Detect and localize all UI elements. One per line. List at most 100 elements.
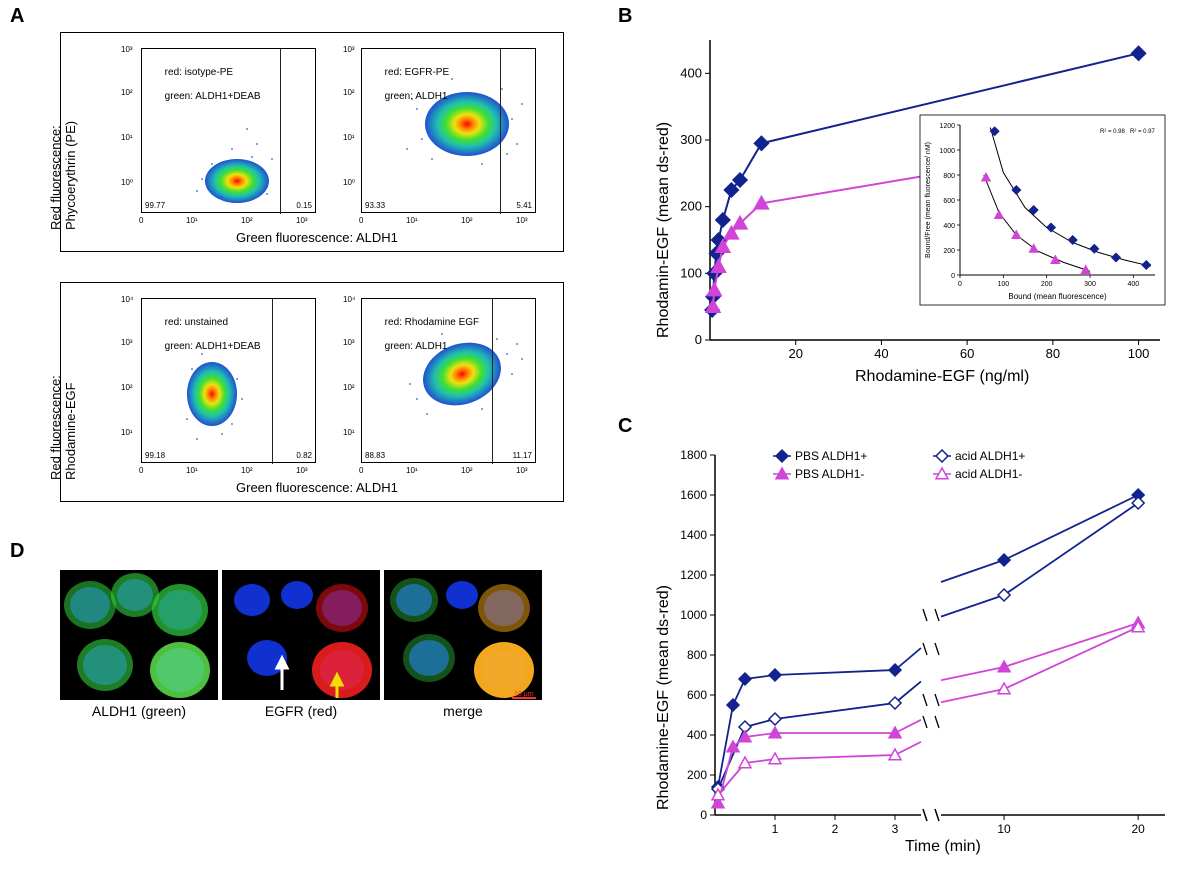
gate-pct: 11.17: [513, 451, 532, 460]
gate-pct: 99.77: [145, 201, 165, 210]
plot-label: red: isotype-PE: [165, 67, 233, 78]
x-axis-label: Green fluorescence: ALDH1: [236, 480, 398, 495]
svg-text:1600: 1600: [680, 488, 707, 502]
x-tick: 10³: [516, 466, 528, 475]
svg-text:20: 20: [788, 346, 802, 361]
svg-text:PBS ALDH1-: PBS ALDH1-: [795, 467, 864, 481]
x-tick: 0: [139, 466, 143, 475]
y-tick: 10²: [121, 88, 133, 97]
x-tick: 10²: [461, 466, 473, 475]
flow-box-bottom: red: unstained green: ALDH1+DEAB 99.18 0…: [60, 282, 564, 502]
y-axis-label-top: Red fluorescence: Phycoerythrin (PE): [48, 121, 78, 230]
svg-text:R² = 0.98: R² = 0.98: [1100, 129, 1126, 135]
y-tick: 10¹: [121, 428, 133, 437]
svg-text:10: 10: [997, 822, 1011, 836]
flow-plot-bot-right: red: Rhodamine EGF green: ALDH1 88.83 11…: [361, 298, 536, 463]
y-tick: 10¹: [343, 133, 355, 142]
x-tick: 10³: [296, 216, 308, 225]
svg-text:600: 600: [687, 688, 707, 702]
x-tick: 10¹: [406, 216, 418, 225]
svg-text:0: 0: [951, 273, 955, 280]
y-tick: 10³: [121, 45, 133, 54]
gate-pct: 93.33: [365, 201, 385, 210]
flow-box-top: red: isotype-PE green: ALDH1+DEAB 99.77 …: [60, 32, 564, 252]
flow-plot-bot-left: red: unstained green: ALDH1+DEAB 99.18 0…: [141, 298, 316, 463]
svg-text:300: 300: [1084, 281, 1096, 288]
plot-label: green: ALDH1: [385, 91, 448, 102]
y-tick: 10³: [343, 45, 355, 54]
svg-text:3: 3: [892, 822, 899, 836]
svg-text:200: 200: [680, 199, 702, 214]
svg-text:1200: 1200: [680, 568, 707, 582]
flow-plot-top-left: red: isotype-PE green: ALDH1+DEAB 99.77 …: [141, 48, 316, 213]
plot-label: red: unstained: [165, 317, 228, 328]
svg-text:100: 100: [997, 281, 1009, 288]
cell-image-icon: [222, 570, 380, 700]
svg-text:80: 80: [1046, 346, 1060, 361]
svg-text:400: 400: [687, 728, 707, 742]
svg-text:PBS ALDH1+: PBS ALDH1+: [795, 449, 867, 463]
x-tick: 10²: [241, 216, 253, 225]
svg-text:acid ALDH1+: acid ALDH1+: [955, 449, 1025, 463]
svg-text:400: 400: [680, 65, 702, 80]
svg-text:0: 0: [958, 281, 962, 288]
gate-pct: 0.15: [296, 201, 312, 210]
y-tick: 10⁰: [343, 178, 355, 187]
chart-b: 0100200300400204060801000200400600800100…: [655, 30, 1175, 390]
gate-pct: 99.18: [145, 451, 165, 460]
plot-label: red: Rhodamine EGF: [385, 317, 480, 328]
svg-text:0: 0: [695, 332, 702, 347]
svg-text:Bound/Free (mean fluorescence/: Bound/Free (mean fluorescence/ nM): [925, 142, 932, 258]
micro-egfr: [222, 570, 380, 700]
svg-text:1400: 1400: [680, 528, 707, 542]
panel-label-a: A: [10, 5, 24, 28]
y-tick: 10²: [121, 383, 133, 392]
svg-text:400: 400: [1127, 281, 1139, 288]
svg-text:acid ALDH1-: acid ALDH1-: [955, 467, 1022, 481]
micro-label: EGFR (red): [222, 703, 380, 719]
flow-plot-top-right: red: EGFR-PE green: ALDH1 93.33 5.41: [361, 48, 536, 213]
gate-pct: 0.82: [296, 451, 312, 460]
micro-merge: 10 µm: [384, 570, 542, 700]
chart-b-xlabel: Rhodamine-EGF (ng/ml): [855, 368, 1029, 386]
y-tick: 10⁰: [121, 178, 133, 187]
y-tick: 10²: [343, 383, 355, 392]
y-tick: 10¹: [343, 428, 355, 437]
y-tick: 10¹: [121, 133, 133, 142]
micro-label: merge: [384, 703, 542, 719]
micro-label: ALDH1 (green): [60, 703, 218, 719]
svg-text:300: 300: [680, 132, 702, 147]
x-tick: 0: [139, 216, 143, 225]
chart-c-ylabel: Rhodamine-EGF (mean ds-red): [655, 585, 673, 810]
plot-label: green: ALDH1: [385, 341, 448, 352]
scale-bar-label: 10 µm: [514, 691, 534, 698]
x-tick: 10¹: [186, 216, 198, 225]
svg-text:200: 200: [1041, 281, 1053, 288]
chart-b-svg: 0100200300400204060801000200400600800100…: [655, 30, 1175, 390]
x-tick: 10³: [296, 466, 308, 475]
y-tick: 10³: [121, 338, 133, 347]
svg-text:Bound (mean fluorescence): Bound (mean fluorescence): [1008, 292, 1107, 301]
y-tick: 10⁴: [343, 295, 355, 304]
svg-text:800: 800: [943, 173, 955, 180]
gate-pct: 88.83: [365, 451, 385, 460]
gate-pct: 5.41: [516, 201, 532, 210]
svg-text:400: 400: [943, 223, 955, 230]
x-tick: 10²: [241, 466, 253, 475]
svg-text:60: 60: [960, 346, 974, 361]
svg-text:1000: 1000: [680, 608, 707, 622]
x-tick: 10²: [461, 216, 473, 225]
x-tick: 10³: [516, 216, 528, 225]
svg-text:40: 40: [874, 346, 888, 361]
x-tick: 0: [359, 466, 363, 475]
panel-label-c: C: [618, 415, 632, 438]
svg-text:2: 2: [832, 822, 839, 836]
y-tick: 10²: [343, 88, 355, 97]
svg-text:20: 20: [1131, 822, 1145, 836]
chart-c-svg: 0200400600800100012001400160018001231020…: [655, 440, 1175, 860]
x-tick: 10¹: [186, 466, 198, 475]
plot-label: green: ALDH1+DEAB: [165, 91, 261, 102]
micro-aldh1: [60, 570, 218, 700]
chart-c-xlabel: Time (min): [905, 838, 981, 856]
chart-c: 0200400600800100012001400160018001231020…: [655, 440, 1175, 860]
